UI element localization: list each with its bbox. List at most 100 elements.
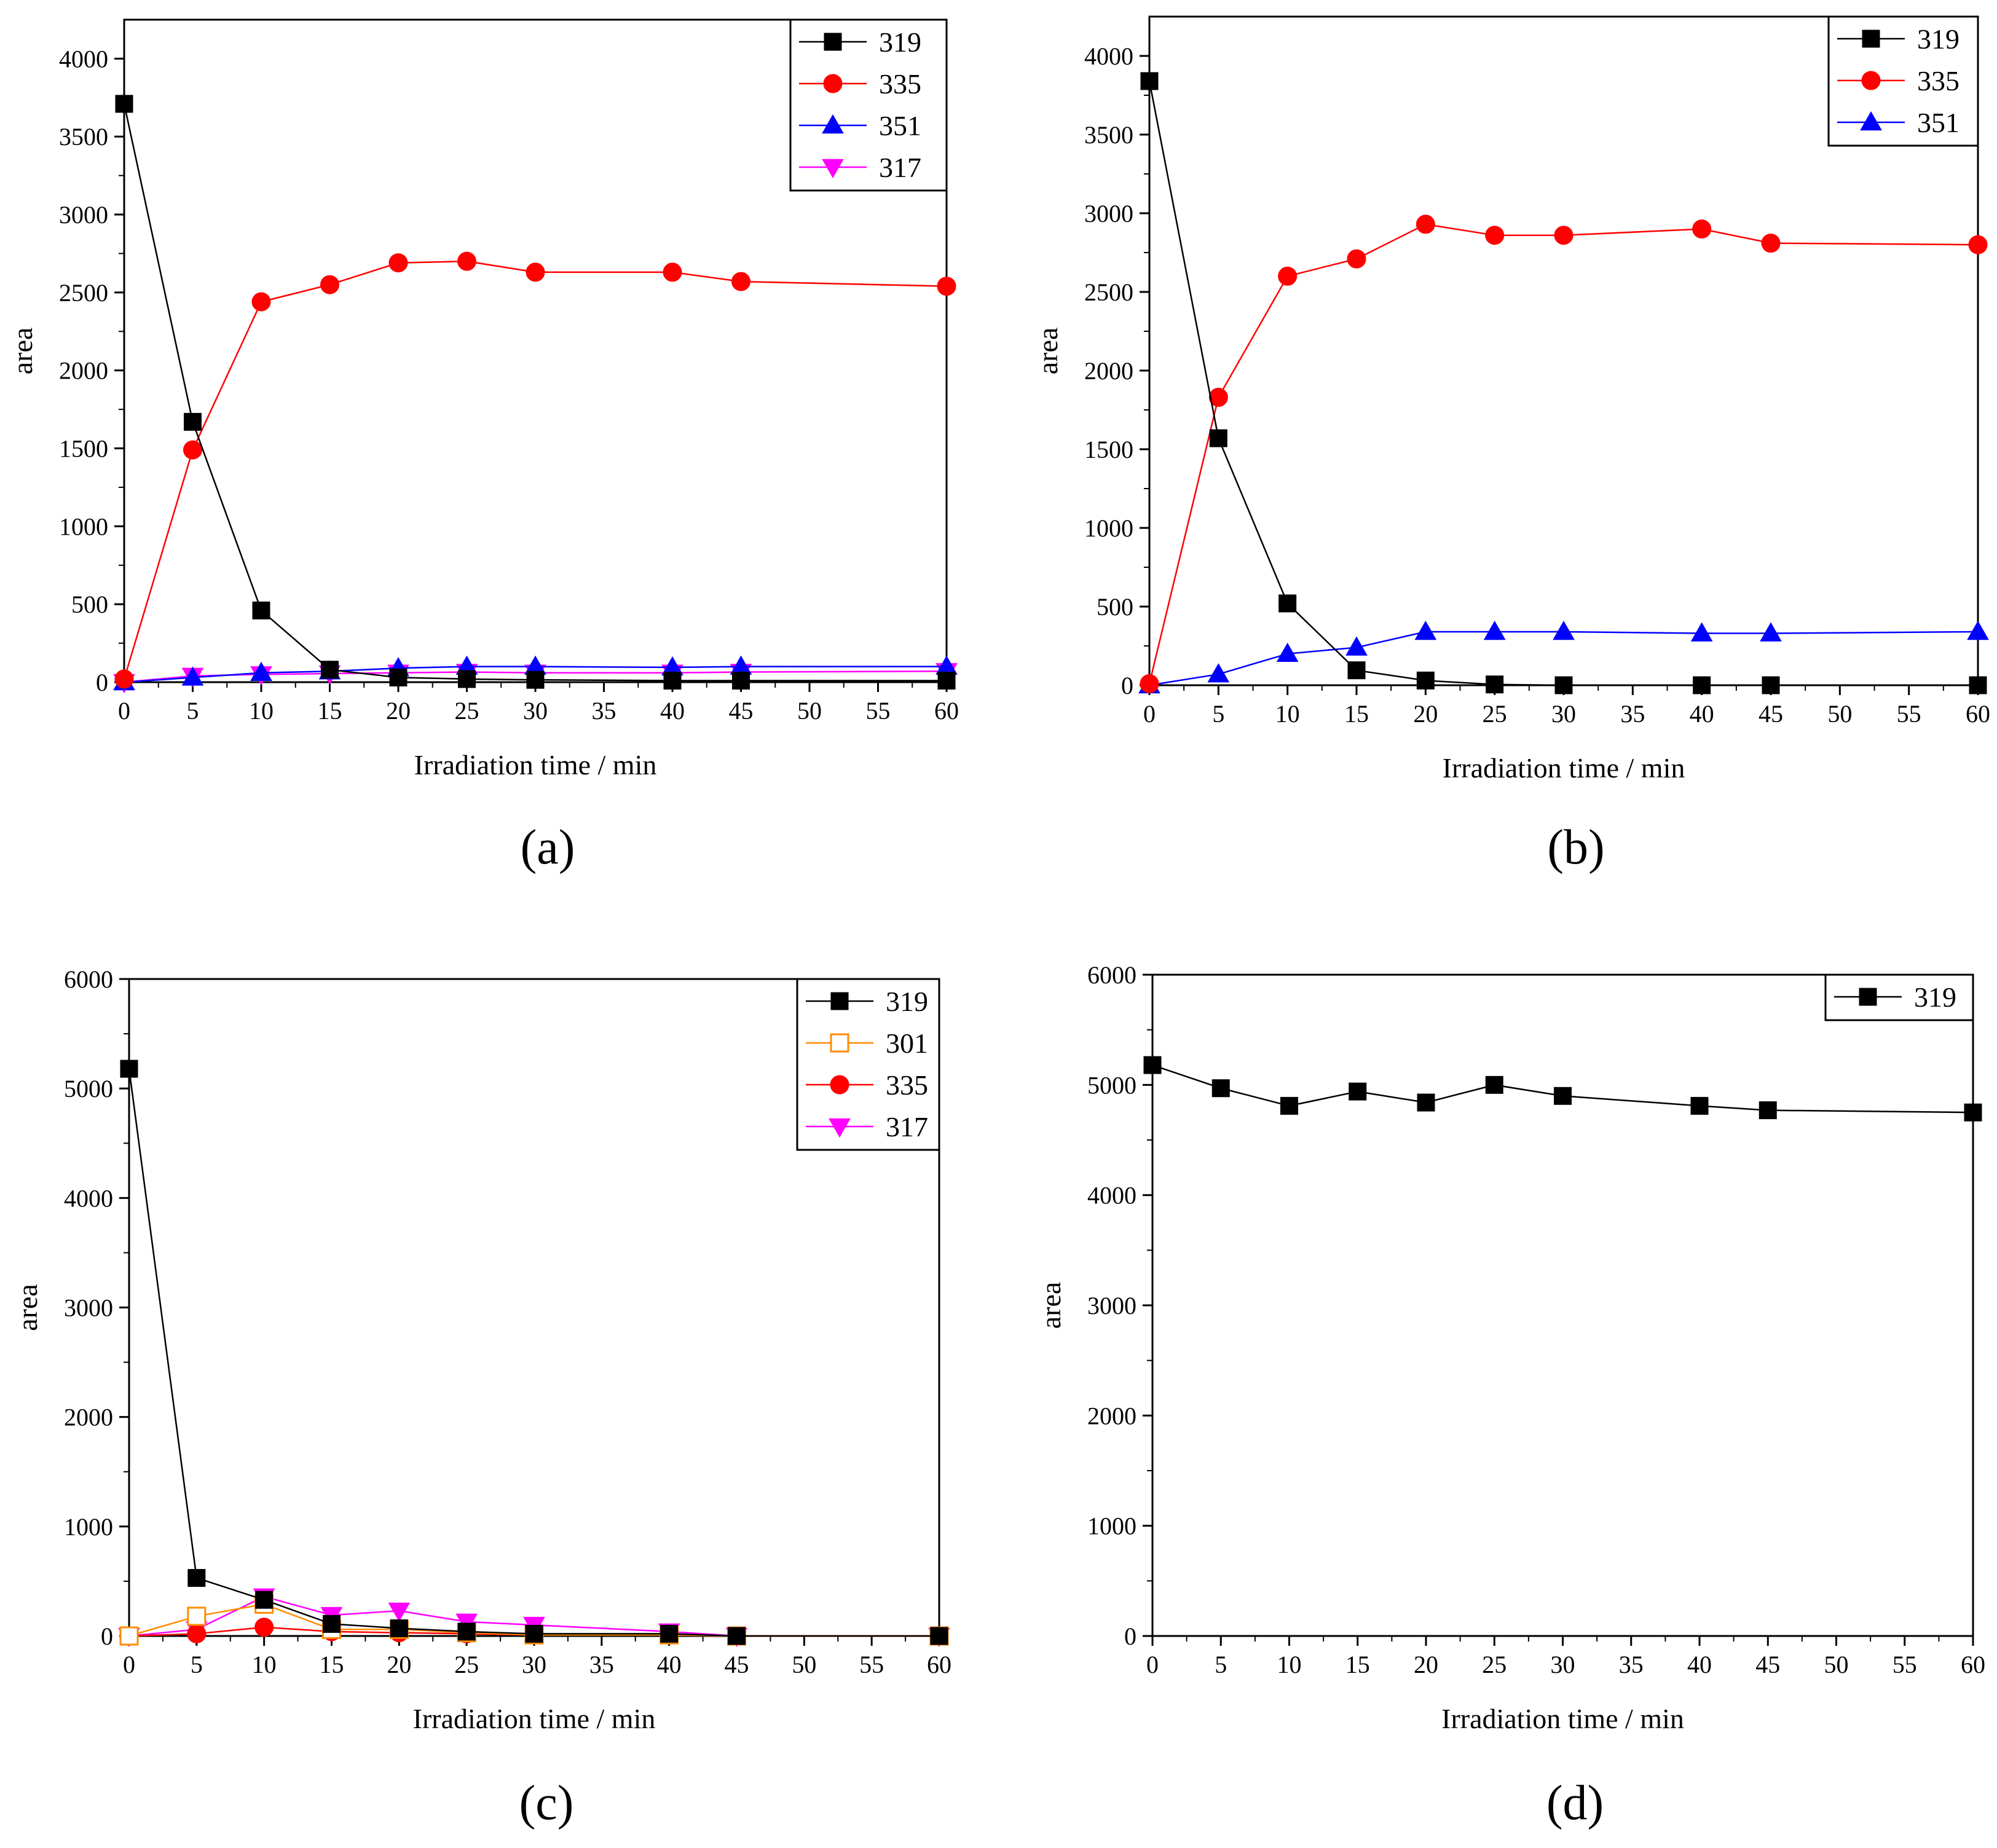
data-point-319 bbox=[1140, 72, 1159, 90]
chart-panel-b: 0 5 10 15 20 25 30 35 40 45 50 55 60 0 500 1000 1500 2000… bbox=[1032, 15, 1990, 875]
x-tick-label: 45 bbox=[725, 1651, 749, 1678]
data-point-319 bbox=[1347, 661, 1366, 680]
data-point-319 bbox=[1759, 1101, 1777, 1120]
x-tick-label: 35 bbox=[589, 1651, 614, 1678]
x-tick-label: 15 bbox=[1344, 700, 1369, 728]
data-point-351 bbox=[1207, 663, 1230, 683]
data-point-319 bbox=[937, 671, 956, 690]
legend-label-317: 317 bbox=[879, 152, 921, 183]
data-point-319 bbox=[1693, 676, 1711, 694]
series-group bbox=[118, 1060, 950, 1648]
x-tick-label: 50 bbox=[797, 697, 822, 725]
data-point-319 bbox=[728, 1627, 746, 1645]
series-line-317 bbox=[128, 1595, 939, 1637]
legend-marker-351 bbox=[1860, 111, 1882, 131]
y-tick-label: 6000 bbox=[64, 965, 113, 993]
y-tick-label: 6000 bbox=[1087, 961, 1136, 989]
legend-marker-335 bbox=[1861, 71, 1881, 90]
data-point-319 bbox=[1416, 671, 1435, 690]
y-tick-label: 1000 bbox=[1084, 514, 1133, 542]
data-point-335 bbox=[251, 292, 271, 312]
legend-label-319: 319 bbox=[1914, 981, 1956, 1013]
series-line-319 bbox=[123, 103, 947, 682]
y-tick-label: 1000 bbox=[64, 1513, 113, 1541]
data-point-319 bbox=[526, 670, 545, 689]
data-point-351 bbox=[1553, 620, 1575, 640]
x-axis-label: Irradiation time / min bbox=[413, 1703, 656, 1734]
data-point-301 bbox=[187, 1606, 207, 1626]
data-point-351 bbox=[1276, 642, 1299, 663]
data-point-335 bbox=[1208, 388, 1228, 407]
x-tick-label: 10 bbox=[1275, 700, 1300, 728]
x-tick-label: 30 bbox=[1551, 700, 1576, 728]
panel-label: (b) bbox=[1547, 820, 1604, 875]
data-point-319 bbox=[525, 1624, 543, 1643]
x-tick-label: 20 bbox=[1413, 700, 1438, 728]
legend-label-317: 317 bbox=[886, 1111, 928, 1142]
legend-marker-317 bbox=[829, 1118, 851, 1138]
series-group bbox=[1143, 1056, 1982, 1122]
data-point-319 bbox=[1278, 594, 1297, 613]
y-tick-label: 2500 bbox=[1084, 278, 1133, 306]
data-point-351 bbox=[250, 661, 272, 682]
y-tick-label: 500 bbox=[71, 591, 108, 618]
legend-marker-351 bbox=[822, 114, 844, 134]
x-tick-label: 45 bbox=[729, 697, 754, 725]
legend-marker-319 bbox=[1859, 988, 1877, 1006]
data-point-319 bbox=[457, 1622, 476, 1641]
y-tick-label: 1000 bbox=[1087, 1512, 1136, 1540]
data-point-319 bbox=[390, 1619, 408, 1638]
x-tick-label: 60 bbox=[927, 1651, 951, 1678]
x-tick-label: 30 bbox=[523, 697, 548, 725]
x-tick-label: 30 bbox=[522, 1651, 546, 1678]
data-point-319 bbox=[184, 412, 202, 431]
data-point-351 bbox=[1690, 622, 1713, 642]
x-tick-label: 35 bbox=[1619, 1651, 1644, 1678]
series-line-319 bbox=[128, 1068, 939, 1637]
data-point-319 bbox=[1486, 675, 1504, 694]
x-tick-label: 30 bbox=[1551, 1651, 1575, 1678]
y-axis-label: area bbox=[1032, 328, 1063, 375]
x-tick-label: 5 bbox=[1215, 1651, 1227, 1678]
legend-label-319: 319 bbox=[879, 26, 921, 58]
data-point-335 bbox=[1140, 674, 1159, 693]
x-tick-label: 45 bbox=[1755, 1651, 1780, 1678]
data-point-319 bbox=[115, 95, 133, 113]
x-axis-label: Irradiation time / min bbox=[414, 749, 657, 780]
data-point-317 bbox=[388, 1602, 411, 1622]
x-tick-label: 35 bbox=[592, 697, 616, 725]
x-tick-label: 20 bbox=[1414, 1651, 1438, 1678]
legend-label-335: 335 bbox=[1917, 65, 1960, 96]
data-point-319 bbox=[930, 1627, 948, 1645]
x-tick-label: 25 bbox=[1483, 700, 1507, 728]
data-point-335 bbox=[1485, 226, 1505, 245]
data-point-319 bbox=[1211, 1079, 1230, 1098]
y-tick-label: 2000 bbox=[59, 357, 108, 385]
y-tick-label: 500 bbox=[1097, 593, 1133, 621]
legend-marker-319 bbox=[1862, 29, 1880, 48]
data-point-319 bbox=[1762, 676, 1780, 694]
series-line-319 bbox=[1148, 81, 1978, 686]
x-tick-label: 40 bbox=[1687, 1651, 1712, 1678]
y-tick-label: 2500 bbox=[59, 279, 108, 307]
data-point-351 bbox=[1345, 636, 1368, 656]
y-tick-label: 3500 bbox=[59, 123, 108, 151]
x-tick-label: 5 bbox=[1212, 700, 1224, 728]
x-tick-label: 55 bbox=[866, 697, 891, 725]
series-group bbox=[1138, 72, 1989, 694]
y-tick-label: 1500 bbox=[59, 435, 108, 463]
legend-label-301: 301 bbox=[886, 1028, 928, 1059]
data-point-319 bbox=[1417, 1093, 1435, 1112]
plot-frame bbox=[1151, 973, 1974, 1637]
x-tick-label: 0 bbox=[118, 697, 130, 725]
x-tick-label: 50 bbox=[792, 1651, 816, 1678]
y-tick-label: 3000 bbox=[1087, 1292, 1136, 1319]
data-point-335 bbox=[1554, 226, 1574, 245]
x-tick-label: 20 bbox=[387, 1651, 411, 1678]
series-line-351 bbox=[124, 666, 947, 683]
data-point-319 bbox=[255, 1590, 274, 1609]
data-point-351 bbox=[1414, 620, 1437, 640]
data-point-335 bbox=[731, 272, 750, 291]
y-tick-label: 0 bbox=[1121, 672, 1133, 699]
data-point-335 bbox=[937, 277, 956, 296]
